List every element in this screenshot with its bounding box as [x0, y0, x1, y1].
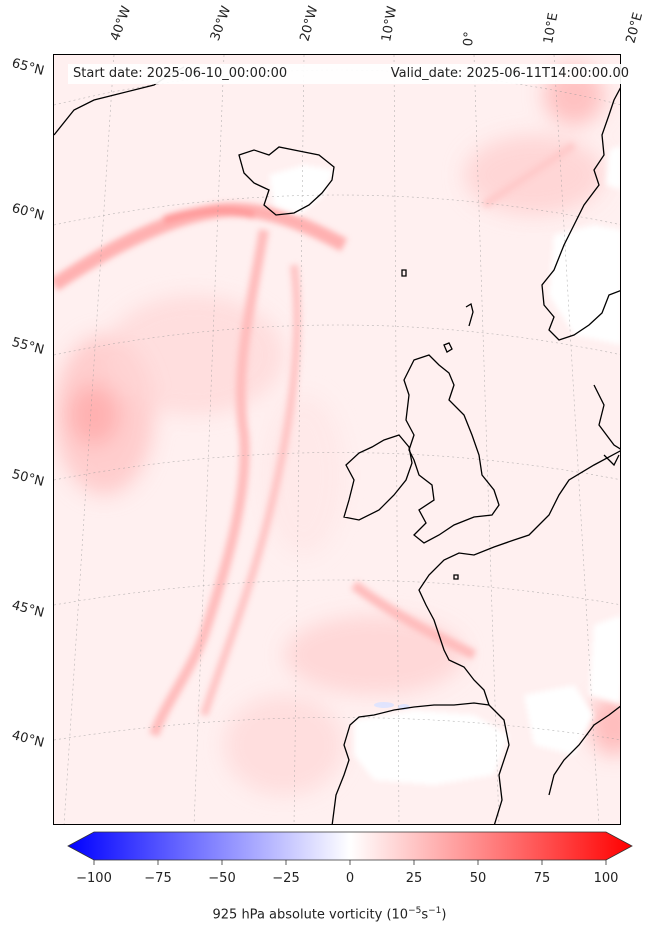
- lon-label-10w: 10°W: [379, 5, 401, 44]
- lon-label-0: 0°: [461, 30, 478, 47]
- lat-label-65n: 65°N: [10, 56, 46, 79]
- lat-label-40n: 40°N: [10, 728, 46, 751]
- valid-date-label: Valid_date: 2025-06-11T14:00:00.00: [390, 66, 629, 81]
- graticule: [54, 55, 620, 824]
- continental-coast: [418, 450, 620, 706]
- land-masks: [269, 145, 620, 785]
- colorbar: [67, 831, 633, 865]
- colorbar-tick-minus75: −75: [144, 871, 172, 886]
- colorbar-tick-100: 100: [593, 871, 619, 886]
- colorbar-bar: [67, 831, 633, 861]
- colorbar-label: 925 hPa absolute vorticity (10−5s−1): [212, 906, 447, 923]
- start-date-label: Start date: 2025-06-10_00:00:00: [73, 66, 288, 81]
- colorbar-tick-25: 25: [405, 871, 423, 886]
- colorbar-tick-minus25: −25: [272, 871, 300, 886]
- lon-label-20w: 20°W: [297, 4, 322, 43]
- date-header-bar: [68, 64, 634, 84]
- norway-coast: [541, 87, 620, 341]
- lon-label-30w: 30°W: [207, 4, 235, 43]
- lat-label-50n: 50°N: [10, 467, 46, 490]
- lat-label-45n: 45°N: [10, 598, 46, 621]
- colorbar-tick-0: 0: [345, 871, 355, 886]
- lat-label-55n: 55°N: [10, 335, 46, 358]
- great-britain-coast: [403, 354, 500, 544]
- colorbar-tick-75: 75: [533, 871, 551, 886]
- ireland-coast: [343, 434, 413, 521]
- lon-label-10e: 10°E: [541, 11, 562, 45]
- coastlines: [54, 66, 620, 824]
- iberia-coast: [331, 702, 490, 824]
- lon-label-20e: 20°E: [623, 10, 647, 46]
- iceland-coast: [238, 146, 335, 216]
- vorticity-field: [54, 55, 620, 824]
- lon-label-40w: 40°W: [107, 4, 135, 43]
- colorbar-tick-minus50: −50: [208, 871, 236, 886]
- map-panel: [53, 54, 621, 825]
- frontal-bands: [54, 141, 577, 737]
- lat-label-60n: 60°N: [10, 201, 46, 224]
- colorbar-tick-minus100: −100: [76, 871, 112, 886]
- colorbar-tick-50: 50: [469, 871, 487, 886]
